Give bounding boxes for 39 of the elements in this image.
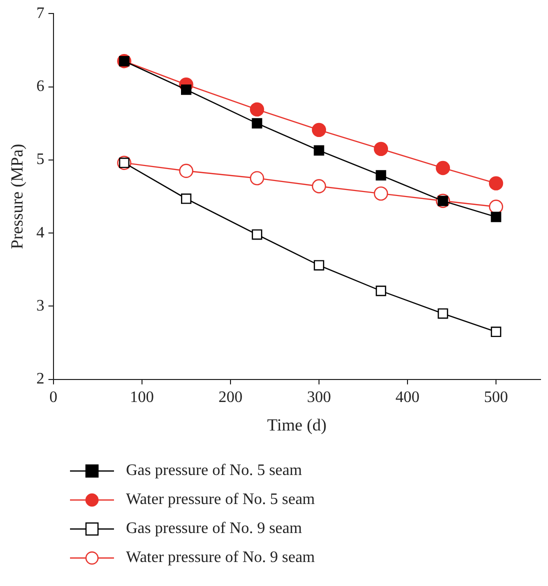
point xyxy=(312,179,326,194)
legend-label: Water pressure of No. 5 seam xyxy=(126,490,315,508)
x-tick-label: 0 xyxy=(49,389,58,406)
x-tick-label: 300 xyxy=(306,389,331,406)
y-tick-label: 6 xyxy=(36,78,44,95)
x-axis-title: Time (d) xyxy=(267,415,327,434)
point xyxy=(376,286,386,296)
x-tick-label: 400 xyxy=(396,389,420,406)
point xyxy=(252,229,262,240)
point xyxy=(436,160,450,176)
y-tick-label: 7 xyxy=(36,4,44,22)
x-tick-label: 100 xyxy=(130,389,154,406)
point xyxy=(180,84,192,95)
legend-label: Gas pressure of No. 9 seam xyxy=(126,520,302,538)
point xyxy=(490,326,502,338)
y-tick-label: 4 xyxy=(36,224,44,242)
point xyxy=(314,145,324,156)
point xyxy=(374,186,388,201)
point xyxy=(488,176,504,190)
legend-label: Gas pressure of No. 5 seam xyxy=(126,462,302,480)
x-tick-label: 200 xyxy=(218,389,242,406)
point xyxy=(314,260,324,270)
point xyxy=(438,308,448,319)
point xyxy=(179,164,194,178)
point xyxy=(252,118,262,129)
point xyxy=(374,142,388,156)
y-tick-label: 5 xyxy=(36,151,44,168)
point xyxy=(250,102,264,117)
point xyxy=(376,170,386,180)
y-tick-label: 3 xyxy=(36,297,44,314)
point xyxy=(250,171,264,186)
point xyxy=(312,122,326,138)
y-tick-label: 2 xyxy=(36,370,44,388)
y-axis-title: Pressure (MPa) xyxy=(8,144,27,250)
legend-label: Water pressure of No. 9 seam xyxy=(126,548,315,566)
point xyxy=(180,194,192,204)
point xyxy=(488,200,504,214)
point xyxy=(490,212,502,222)
x-tick-label: 500 xyxy=(484,389,508,406)
